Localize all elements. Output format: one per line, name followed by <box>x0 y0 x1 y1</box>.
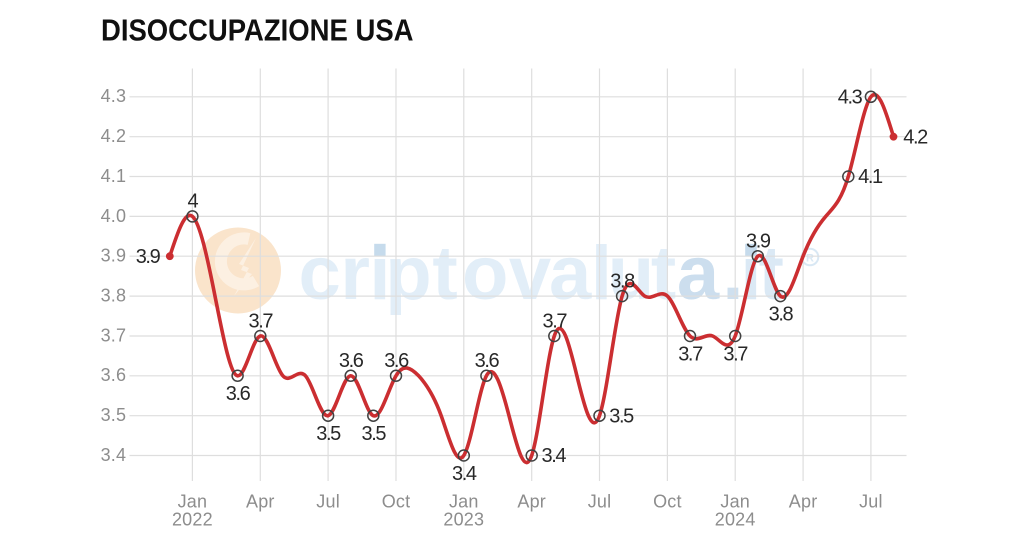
svg-text:R: R <box>806 253 814 265</box>
svg-text:3.7: 3.7 <box>678 343 703 365</box>
svg-text:Oct: Oct <box>653 492 682 512</box>
svg-text:DISOCCUPAZIONE USA: DISOCCUPAZIONE USA <box>101 13 414 48</box>
svg-text:3.7: 3.7 <box>723 343 748 365</box>
svg-text:Apr: Apr <box>517 492 546 512</box>
svg-text:3.7: 3.7 <box>542 310 567 332</box>
svg-text:3.7: 3.7 <box>101 325 127 345</box>
svg-text:Jul: Jul <box>859 492 883 512</box>
svg-text:3.5: 3.5 <box>101 405 127 425</box>
svg-text:3.8: 3.8 <box>101 286 127 306</box>
svg-text:3.9: 3.9 <box>746 231 771 253</box>
svg-text:4.0: 4.0 <box>101 206 127 226</box>
svg-text:3.8: 3.8 <box>610 270 635 292</box>
svg-text:Jan: Jan <box>178 492 208 512</box>
svg-text:4.3: 4.3 <box>101 86 127 106</box>
svg-text:3.4: 3.4 <box>101 445 127 465</box>
svg-text:2023: 2023 <box>443 510 484 530</box>
svg-text:Oct: Oct <box>382 492 411 512</box>
svg-text:Jan: Jan <box>449 492 479 512</box>
svg-text:2024: 2024 <box>715 510 756 530</box>
svg-text:3.5: 3.5 <box>316 423 341 445</box>
svg-text:4.2: 4.2 <box>101 126 127 146</box>
svg-text:3.6: 3.6 <box>384 350 409 372</box>
svg-text:criptovaluta.it: criptovaluta.it <box>299 231 784 316</box>
svg-text:3.6: 3.6 <box>101 365 127 385</box>
svg-text:3.8: 3.8 <box>769 304 794 326</box>
svg-text:Jul: Jul <box>316 492 340 512</box>
svg-text:4.1: 4.1 <box>858 166 883 188</box>
svg-text:3.9: 3.9 <box>101 246 127 266</box>
svg-text:3.9: 3.9 <box>136 246 161 268</box>
svg-text:3.5: 3.5 <box>609 405 634 427</box>
svg-text:3.4: 3.4 <box>542 445 567 467</box>
svg-text:2022: 2022 <box>172 510 213 530</box>
svg-text:3.7: 3.7 <box>248 310 273 332</box>
svg-text:3.6: 3.6 <box>226 383 251 405</box>
svg-text:Apr: Apr <box>246 492 275 512</box>
svg-text:4.1: 4.1 <box>101 166 127 186</box>
svg-text:3.6: 3.6 <box>339 350 364 372</box>
svg-text:Jan: Jan <box>720 492 750 512</box>
svg-text:4.3: 4.3 <box>838 87 863 109</box>
svg-text:3.5: 3.5 <box>361 423 386 445</box>
svg-text:3.6: 3.6 <box>475 350 500 372</box>
svg-text:4: 4 <box>188 191 199 213</box>
svg-text:Apr: Apr <box>789 492 818 512</box>
svg-text:3.4: 3.4 <box>452 463 477 485</box>
svg-text:4.2: 4.2 <box>903 126 928 148</box>
svg-text:Jul: Jul <box>588 492 612 512</box>
